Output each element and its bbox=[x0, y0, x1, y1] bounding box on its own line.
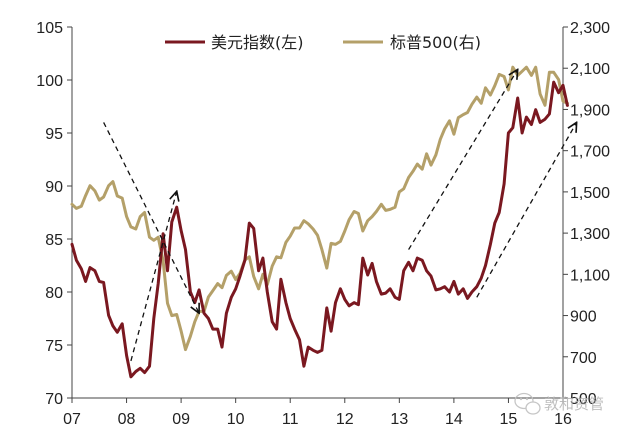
left-tick-label: 70 bbox=[45, 391, 63, 408]
trend-arrow bbox=[130, 191, 177, 362]
right-tick-label: 1,700 bbox=[570, 144, 610, 161]
right-tick-label: 1,500 bbox=[570, 185, 610, 202]
x-tick-label: 16 bbox=[554, 411, 572, 428]
left-tick-label: 95 bbox=[45, 126, 63, 143]
right-tick-label: 500 bbox=[570, 391, 597, 408]
right-tick-label: 1,900 bbox=[570, 102, 610, 119]
x-tick-label: 11 bbox=[282, 411, 299, 428]
left-tick-label: 80 bbox=[45, 285, 63, 302]
legend: 美元指数(左) 标普500(右) bbox=[165, 33, 481, 52]
left-tick-label: 85 bbox=[45, 232, 63, 249]
legend-label-sp500: 标普500(右) bbox=[390, 33, 481, 52]
x-tick-label: 14 bbox=[445, 411, 463, 428]
x-tick-label: 09 bbox=[172, 411, 190, 428]
x-tick-label: 12 bbox=[336, 411, 354, 428]
x-tick-label: 15 bbox=[500, 411, 518, 428]
trend-arrow bbox=[476, 122, 577, 298]
x-tick-label: 13 bbox=[390, 411, 408, 428]
left-tick-label: 90 bbox=[45, 179, 63, 196]
trend-arrow bbox=[103, 122, 199, 313]
right-tick-label: 2,300 bbox=[570, 20, 610, 37]
series-lines bbox=[70, 65, 569, 379]
right-tick-label: 1,300 bbox=[570, 226, 610, 243]
trend-arrows bbox=[103, 69, 577, 362]
x-tick-label: 07 bbox=[63, 411, 81, 428]
left-tick-label: 105 bbox=[36, 20, 63, 37]
left-tick-label: 100 bbox=[36, 73, 63, 90]
watermark: 敦和资管 bbox=[514, 392, 604, 415]
wechat-icon bbox=[514, 392, 541, 415]
right-tick-label: 2,100 bbox=[570, 61, 610, 78]
left-tick-label: 75 bbox=[45, 338, 63, 355]
right-tick-label: 900 bbox=[570, 309, 597, 326]
watermark-text: 敦和资管 bbox=[544, 395, 604, 413]
x-tick-label: 10 bbox=[227, 411, 245, 428]
right-tick-label: 1,100 bbox=[570, 267, 610, 284]
dollar-index-line bbox=[70, 80, 569, 379]
x-tick-label: 08 bbox=[118, 411, 136, 428]
trend-arrow bbox=[408, 69, 518, 250]
legend-label-dollar-index: 美元指数(左) bbox=[211, 33, 304, 52]
sp500-line bbox=[70, 65, 569, 352]
tick-labels: 70 75 80 85 90 95 100 105 500 700 900 1,100 1,300 1,5… bbox=[36, 20, 610, 428]
right-tick-label: 700 bbox=[570, 350, 597, 367]
